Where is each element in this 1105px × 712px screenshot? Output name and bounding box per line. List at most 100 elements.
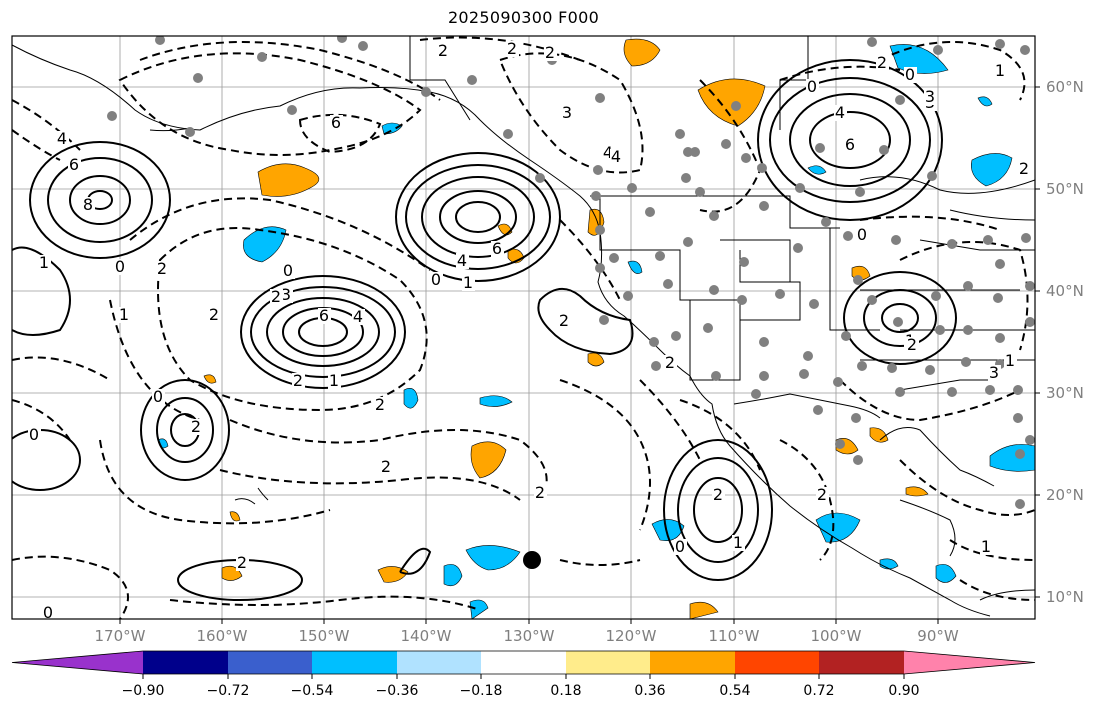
lon-label-100w: 100°W — [810, 627, 862, 645]
lon-label-160w: 160°W — [196, 627, 248, 645]
contour-label-bg — [318, 308, 331, 324]
axis-ticks — [119, 86, 1040, 624]
contour-label: 2 — [237, 553, 247, 572]
map-frame — [11, 35, 1036, 620]
lat-label-10n: 10°N — [1046, 588, 1084, 606]
contour-label-bg — [38, 255, 51, 271]
colorbar-label: −0.36 — [375, 683, 419, 699]
colorbar-label: −0.54 — [290, 683, 334, 699]
contour-label: 2 — [665, 353, 675, 372]
contour-label: 2 — [877, 53, 887, 72]
contour-label: 1 — [995, 61, 1005, 80]
lon-label-130w: 130°W — [503, 627, 555, 645]
contour-label-bg — [236, 555, 249, 571]
contour-label: 6 — [492, 239, 502, 258]
contour-label: 2 — [1019, 159, 1029, 178]
contour-label-bg — [118, 307, 131, 323]
contour-label: 1 — [1005, 351, 1015, 370]
map-title: 2025090300 F000 — [447, 8, 600, 27]
contour-label: 0 — [115, 257, 125, 276]
contour-label: 2 — [191, 417, 201, 436]
contour-label-bg — [437, 43, 450, 59]
contour-label: 3 — [281, 285, 291, 304]
contour-label: 3 — [925, 87, 935, 106]
contour-label: 6 — [845, 135, 855, 154]
contour-label-bg — [208, 307, 221, 323]
contour-label: 1 — [329, 371, 339, 390]
lon-label-120w: 120°W — [605, 627, 657, 645]
contour-label-bg — [68, 157, 81, 173]
station-dots — [107, 36, 1035, 509]
contour-label-bg — [610, 149, 623, 165]
contour-label-bg — [282, 263, 295, 279]
contour-label-bg — [834, 105, 847, 121]
contour-label-bg — [1018, 161, 1031, 177]
contour-label-bg — [462, 275, 475, 291]
contour-label-bg — [42, 605, 55, 619]
contour-label-bg — [561, 105, 574, 121]
contour-label-bg — [664, 355, 677, 371]
colorbar-swatch — [397, 651, 481, 674]
contour-label-bg — [904, 67, 917, 83]
contour-label-bg — [56, 131, 69, 147]
contour-label: 0 — [283, 261, 293, 280]
contour-label: 0 — [43, 603, 53, 622]
colorbar-label: 0.36 — [634, 683, 666, 699]
contour-label: 2 — [559, 311, 569, 330]
contour-label: 0 — [153, 387, 163, 406]
contour-label-bg — [82, 197, 95, 213]
contour-label: 8 — [83, 195, 93, 214]
colorbar-swatch — [228, 651, 312, 674]
lat-label-60n: 60°N — [1046, 78, 1084, 96]
contour-label-bg — [506, 41, 519, 57]
contour-label: 0 — [29, 425, 39, 444]
contour-label-bg — [906, 337, 919, 353]
contour-label-bg — [28, 427, 41, 443]
contour-label-bg — [674, 539, 687, 555]
contour-label: 2 — [907, 335, 917, 354]
colorbar-ticks — [142, 674, 905, 679]
contour-label: 1 — [733, 533, 743, 552]
colorbar-swatch — [481, 651, 566, 674]
contour-label: 4 — [603, 143, 613, 162]
contour-label: 2 — [535, 483, 545, 502]
contour-label-bg — [1004, 353, 1017, 369]
lon-label-170w: 170°W — [94, 627, 146, 645]
contour-label: 2 — [438, 41, 448, 60]
colorbar-label: −0.18 — [459, 683, 503, 699]
lon-label-110w: 110°W — [708, 627, 760, 645]
contour-label: 4 — [611, 147, 621, 166]
contour-label-bg — [876, 55, 889, 71]
colorbar-label: 0.90 — [888, 683, 920, 699]
colorbar-swatch — [735, 651, 819, 674]
colorbar-swatches — [11, 650, 1036, 675]
contour-label-bg — [152, 389, 165, 405]
contour-label: 2 — [507, 39, 517, 58]
contour-label: 2 — [545, 43, 555, 62]
contour-label-bg — [732, 535, 745, 551]
contour-label-bg — [994, 63, 1007, 79]
contour-label-bg — [156, 261, 169, 277]
graticule — [12, 36, 1035, 619]
lon-label-140w: 140°W — [400, 627, 452, 645]
contour-label-bg — [270, 289, 283, 305]
contour-label: 6 — [331, 113, 341, 132]
contour-label: 2 — [817, 485, 827, 504]
contour-label: 3 — [562, 103, 572, 122]
contour-label: 0 — [905, 65, 915, 84]
colorbar-swatch — [819, 651, 904, 674]
contour-label-bg — [380, 459, 393, 475]
colorbar-swatch — [143, 651, 228, 674]
solid-contours — [12, 59, 957, 601]
contour-label: 1 — [463, 273, 473, 292]
colorbar-swatch — [650, 651, 735, 674]
colorbar — [11, 650, 1036, 679]
contour-label-bg — [456, 253, 469, 269]
contour-label-bg — [816, 487, 829, 503]
contour-label: 4 — [353, 307, 363, 326]
contour-label: 2 — [271, 287, 281, 306]
colorbar-swatch — [904, 651, 1035, 674]
contour-label: 3 — [989, 363, 999, 382]
map-background — [12, 36, 1035, 619]
contour-label-bg — [430, 272, 443, 288]
